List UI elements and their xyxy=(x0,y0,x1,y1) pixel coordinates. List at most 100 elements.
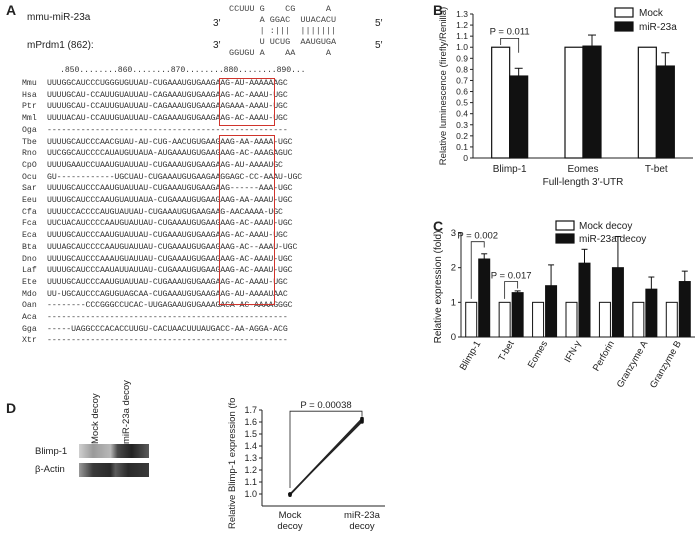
alignment-sequence: UUCGGCAUCCCCAUAUGUUAUA-AUGAAAUGUGAAGAAG-… xyxy=(47,149,293,159)
x-category-label: T-bet xyxy=(645,164,668,175)
alignment-species-name: Cfa xyxy=(22,207,37,217)
bar-mir23a-decoy xyxy=(611,267,624,338)
alignment-sequence: UUUUGCAUCCCAAUGUAUUAU-CUGAAAUGUGAAGAAG-A… xyxy=(47,231,288,241)
bar-mir23a-decoy xyxy=(478,258,491,338)
alignment-species-name: Mdo xyxy=(22,289,37,299)
alignment-species-name: Sar xyxy=(22,184,37,194)
alignment-sequence: --------CCCGGGCCUCAC-UUGAGAAUGUGAAAGACA-… xyxy=(47,301,293,311)
y-tick-label: 1.3 xyxy=(456,9,468,19)
alignment-sequence: UU-UGCAUCCCAGUGUAGCAA-CUGAAAUGUGAAGAAG-A… xyxy=(47,289,288,299)
alignment-species-name: Eca xyxy=(22,231,37,241)
alignment-species-name: Bta xyxy=(22,242,37,252)
y-axis-label: Relative expression (fold) xyxy=(433,231,444,344)
seed-box-top xyxy=(219,78,275,126)
alignment-sequence: ----------------------------------------… xyxy=(47,336,288,346)
x-category-label: Mock decoy xyxy=(277,510,303,532)
legend-label: Mock xyxy=(639,8,664,19)
bar-mock xyxy=(637,46,657,159)
target-end-3: 5′ xyxy=(375,40,383,51)
y-tick-label: 1 xyxy=(451,297,456,308)
alignment-species-name: Ocu xyxy=(22,172,37,182)
alignment-sequence: UUUUGCAUCCCAAUGUAUUAU-CUGAAAUGUGAAGAAG--… xyxy=(47,184,293,194)
bar-mock-decoy xyxy=(565,301,578,338)
y-tick-label: 0.1 xyxy=(456,142,468,152)
blot-band-actin xyxy=(79,463,149,477)
bar-mir23a-decoy xyxy=(645,288,658,338)
y-tick-label: 1.0 xyxy=(456,42,468,52)
y-tick-label: 0 xyxy=(451,332,456,343)
bar-mock xyxy=(564,46,584,159)
panel-letter-c: C xyxy=(433,218,444,234)
alignment-sequence: ----------------------------------------… xyxy=(47,125,288,135)
data-point xyxy=(288,492,292,496)
y-tick-label: 1.7 xyxy=(244,405,257,415)
p-value-label: P = 0.00038 xyxy=(300,400,351,411)
y-tick-label: 1.2 xyxy=(456,20,468,30)
x-category-label: IFN-γ xyxy=(562,339,583,365)
alignment-species-name: Ete xyxy=(22,277,37,287)
y-tick-label: 1.6 xyxy=(244,417,257,427)
x-category-label-line: Mock xyxy=(279,510,302,521)
panel-letter-d: D xyxy=(6,400,17,416)
bar-mock-decoy xyxy=(665,301,678,338)
bar-mock-decoy xyxy=(532,301,545,338)
alignment-sequence: UUUUGCAU-CCAUUGUAUUAU-CAGAAAUGUGAAGAAGAA… xyxy=(47,102,288,112)
target-end-5: 3′ xyxy=(213,40,221,51)
alignment-sequence: UUUUGCAUCCCAAAUGUAUUAU-CUGAAAUGUGAAGAAG-… xyxy=(47,254,293,264)
chart-b: 00.10.20.30.40.50.6 0.70.80.91.01.11.21.3… xyxy=(438,7,693,188)
alignment-species-name: Oan xyxy=(22,301,37,311)
x-category-label: Blimp-1 xyxy=(458,339,484,372)
row-label-actin: β-Actin xyxy=(35,464,65,475)
bar-mir23a xyxy=(655,65,675,159)
p-value-label: P = 0.002 xyxy=(457,231,498,242)
y-tick-label: 2 xyxy=(451,263,456,274)
data-point xyxy=(360,420,364,424)
y-tick-label: 0.8 xyxy=(456,64,468,74)
y-tick-label: 0.7 xyxy=(456,75,468,85)
x-category-label: Granzyme B xyxy=(648,339,684,390)
alignment-species-name: Xtr xyxy=(22,336,37,346)
significance-bracket xyxy=(470,241,485,299)
legend-swatch xyxy=(555,233,575,244)
bar-mock-decoy xyxy=(632,301,645,338)
bar-mir23a-decoy xyxy=(678,281,691,338)
legend-label: miR-23a decoy xyxy=(579,234,646,245)
x-category-label: Perforin xyxy=(591,339,617,373)
x-category-label: Eomes xyxy=(567,164,598,175)
x-category-label: Granzyme A xyxy=(615,338,651,389)
y-tick-label: 0.6 xyxy=(456,87,468,97)
lane-label-mock: Mock decoy xyxy=(90,393,101,444)
legend-label: Mock decoy xyxy=(579,221,632,232)
alignment-sequence: UUUGGCAUCCCUGGGUGUUAU-CUGAAAUGUGAAGAAG-A… xyxy=(47,79,288,88)
y-tick-label: 0.9 xyxy=(456,53,468,63)
bar-mock-decoy xyxy=(598,301,611,338)
p-value-label: P = 0.017 xyxy=(491,271,532,282)
x-category-label-line: decoy xyxy=(277,521,303,532)
bar-mir23a xyxy=(509,75,529,159)
y-tick-label: 0.2 xyxy=(456,131,468,141)
alignment-sequence: UUUAGCAUCCCCAAUGUAUUAU-CUGAAAUGUGAAGAAG-… xyxy=(47,242,298,252)
alignment-species-name: Laf xyxy=(22,266,37,276)
duplex-line-2: A GGAC UUACACU xyxy=(229,15,337,25)
y-tick-label: 0 xyxy=(463,153,468,163)
duplex-line-3: | :||| ||||||| xyxy=(229,26,337,36)
y-tick-label: 1.1 xyxy=(244,477,257,487)
y-tick-label: 1.2 xyxy=(244,465,257,475)
x-category-label: Blimp-1 xyxy=(493,164,527,175)
panel-letter-a: A xyxy=(6,2,17,18)
chart-c: 0 1 2 3 Relative expression (fold) Blimp-1 T-b… xyxy=(433,220,695,390)
y-tick-label: 3 xyxy=(451,228,456,239)
alignment-species-name: Ptr xyxy=(22,102,37,112)
legend-swatch xyxy=(614,21,634,32)
alignment-species-name: Tbe xyxy=(22,137,37,147)
seed-box-bottom xyxy=(219,135,275,305)
bar-mock-decoy xyxy=(465,301,478,338)
alignment-sequence: GU------------UGCUAU-CUGAAAUGUGAAGAAGGAG… xyxy=(47,172,303,182)
p-value-label: P = 0.011 xyxy=(490,26,530,37)
alignment-species-name: Rno xyxy=(22,149,37,159)
duplex-line-5: GGUGU A AA A xyxy=(229,48,332,58)
mirna-label: mmu-miR-23a xyxy=(27,12,91,23)
bar-mir23a-decoy xyxy=(545,285,558,338)
duplex-line-1: CCUUU G CG A xyxy=(229,4,332,14)
y-tick-label: 0.5 xyxy=(456,98,468,108)
